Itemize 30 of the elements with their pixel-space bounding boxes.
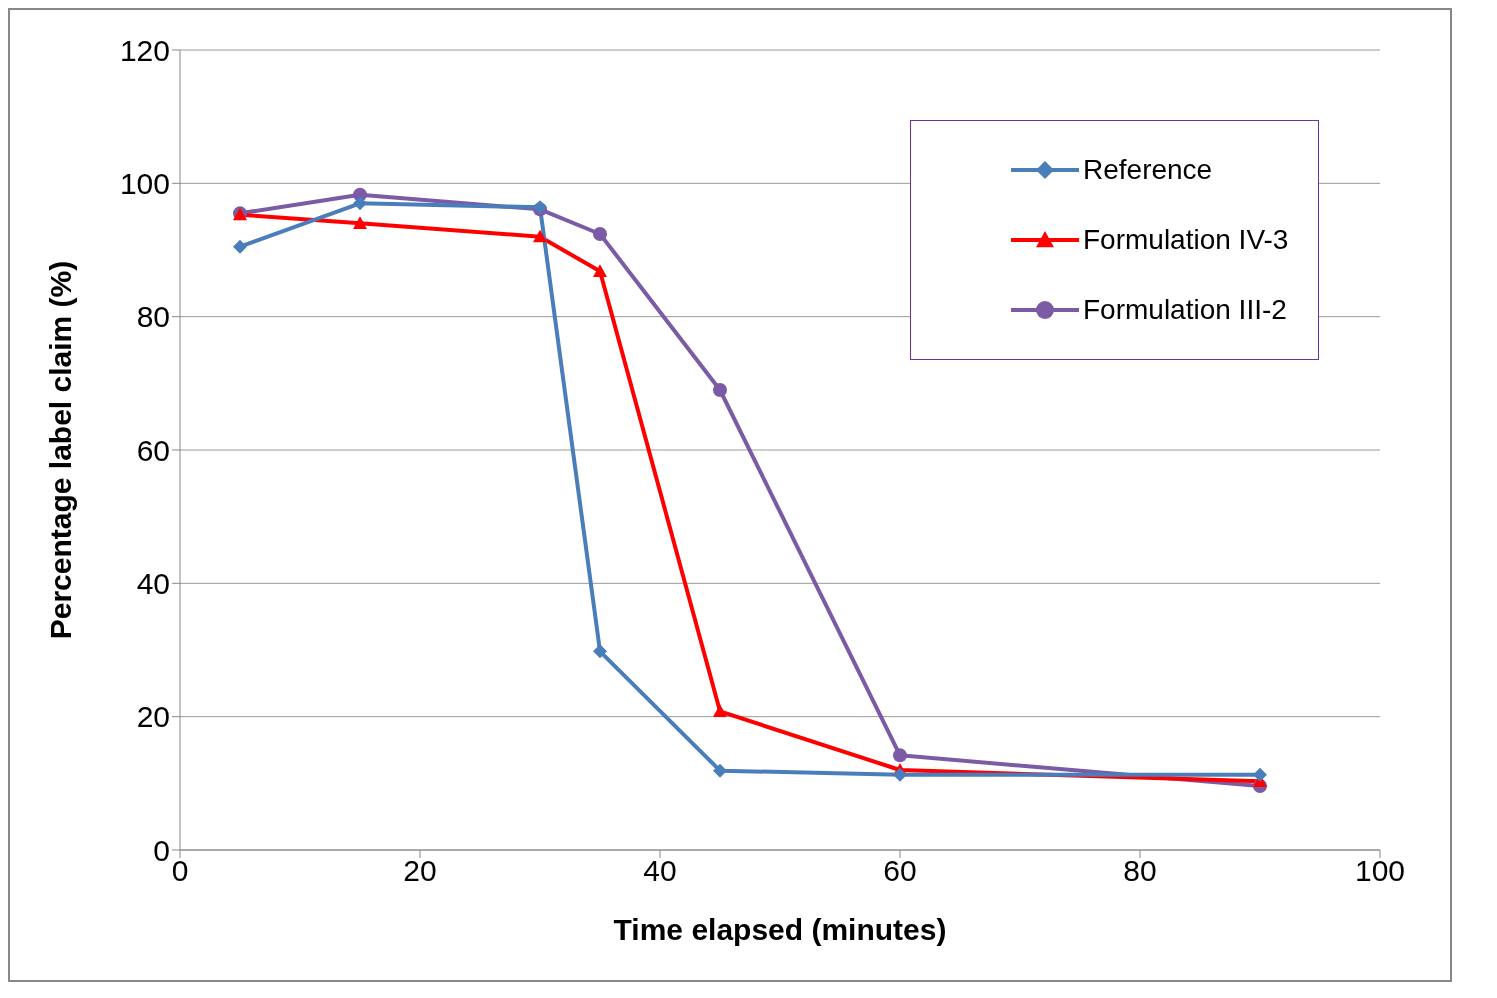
point — [893, 748, 907, 763]
point — [233, 239, 247, 254]
x-tick-label: 80 — [1123, 854, 1157, 888]
point — [893, 767, 907, 782]
y-tick-label: 100 — [119, 166, 170, 200]
point — [593, 227, 607, 241]
y-tick-label: 0 — [153, 833, 170, 867]
y-tick-label: 40 — [136, 566, 170, 600]
x-tick-label: 100 — [1354, 854, 1406, 888]
y-tick-label: 120 — [119, 33, 170, 67]
point — [713, 383, 727, 397]
y-tick-label: 60 — [136, 433, 170, 467]
point — [353, 196, 367, 211]
legend-label: Reference — [1083, 154, 1213, 186]
point — [353, 216, 367, 229]
legend-label: Formulation IV-3 — [1083, 224, 1289, 256]
x-axis-title: Time elapsed (minutes) — [613, 913, 947, 946]
point — [593, 264, 607, 277]
x-tick-label: 60 — [883, 854, 917, 888]
legend-label: Formulation III-2 — [1083, 294, 1287, 326]
x-tick-label: 20 — [403, 854, 437, 888]
y-tick-label: 20 — [136, 700, 170, 734]
x-tick-label: 40 — [643, 854, 677, 888]
y-tick-label: 80 — [136, 300, 170, 334]
y-axis-title: Percentage label claim (%) — [43, 260, 77, 640]
point — [1253, 767, 1267, 782]
point — [593, 644, 607, 659]
point — [713, 763, 727, 778]
point — [533, 229, 547, 243]
point — [713, 704, 727, 717]
